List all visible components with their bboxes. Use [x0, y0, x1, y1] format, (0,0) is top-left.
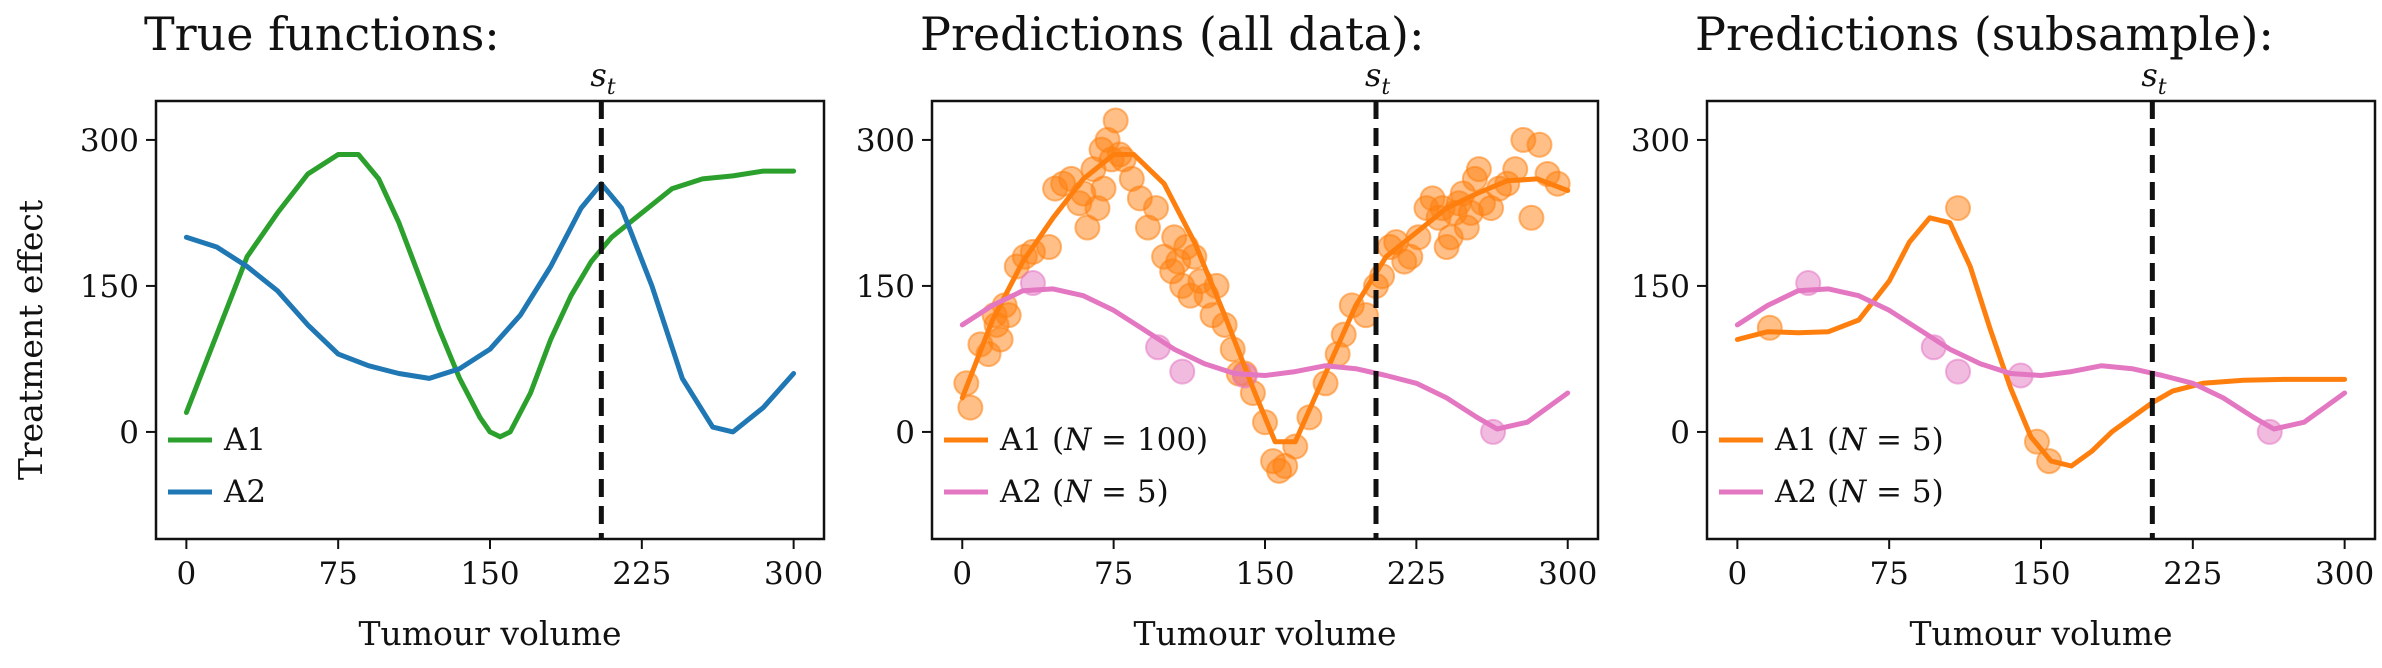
chart-title: Predictions (all data):	[920, 7, 1424, 61]
y-tick-label: 150	[1631, 269, 1690, 305]
x-tick-label: 300	[1538, 556, 1597, 592]
data-point	[1945, 358, 1972, 385]
y-tick-label: 0	[119, 415, 139, 451]
x-tick-label: 300	[2315, 556, 2374, 592]
point-group-2	[1795, 270, 2283, 445]
legend-entry: A2 (N = 5)	[999, 474, 1169, 510]
x-tick-label: 0	[1727, 556, 1747, 592]
chart-title: Predictions (subsample):	[1695, 7, 2274, 61]
y-tick-label: 0	[1670, 415, 1690, 451]
series-line-1	[959, 152, 1571, 445]
x-tick-label: 75	[1869, 556, 1908, 592]
y-tick-label: 300	[1631, 123, 1690, 159]
data-point	[1102, 107, 1129, 134]
legend-entry: A2 (N = 5)	[1774, 474, 1944, 510]
x-tick-label: 0	[176, 556, 196, 592]
legend-entry: A1	[223, 422, 266, 458]
x-tick-label: 225	[2163, 556, 2222, 592]
x-tick-label: 225	[1387, 556, 1446, 592]
legend-entry: A1 (N = 5)	[1774, 422, 1944, 458]
threshold-label: st	[2141, 56, 2166, 100]
chart-title: True functions:	[144, 7, 500, 61]
y-axis-label: Treatment effect	[11, 200, 50, 480]
y-tick-label: 150	[856, 269, 915, 305]
x-tick-label: 150	[460, 556, 519, 592]
data-point	[1090, 175, 1117, 202]
legend-entry: A2	[223, 474, 266, 510]
x-tick-label: 300	[764, 556, 823, 592]
data-point	[1756, 314, 1783, 341]
y-tick-label: 300	[856, 123, 915, 159]
x-tick-label: 75	[1094, 556, 1133, 592]
series-line-2	[959, 286, 1571, 432]
plot-area	[1734, 195, 2348, 475]
data-point	[1143, 195, 1170, 222]
data-point	[1945, 195, 1972, 222]
x-axis-label: Tumour volume	[1909, 614, 2172, 653]
threshold-label: st	[1365, 56, 1390, 100]
x-tick-label: 150	[2011, 556, 2070, 592]
data-point	[987, 326, 1014, 353]
data-point	[1518, 204, 1545, 231]
data-point	[1169, 358, 1196, 385]
y-tick-label: 150	[80, 269, 139, 305]
data-point	[957, 394, 984, 421]
x-tick-label: 150	[1235, 556, 1294, 592]
data-point	[1526, 131, 1553, 158]
series-line-2	[1734, 286, 2348, 432]
series-line-2	[183, 181, 797, 435]
legend-entry: A1 (N = 100)	[999, 422, 1208, 458]
x-tick-label: 75	[318, 556, 357, 592]
x-axis-label: Tumour volume	[1133, 614, 1396, 653]
plot-area	[183, 152, 797, 440]
series-line-1	[1734, 215, 2348, 469]
series-line-1	[183, 152, 797, 440]
panel-3: Predictions (subsample): 0 75 150 225 300 0 150…	[1631, 7, 2377, 653]
panel-2: Predictions (all data): 0 75 150 225 300 0 150 3…	[856, 7, 1600, 653]
plot-area	[953, 107, 1571, 484]
y-tick-label: 300	[80, 123, 139, 159]
panel-1: True functions: 0 75 150 225 300 0 150 300 Tumour…	[80, 7, 826, 653]
x-tick-label: 0	[952, 556, 972, 592]
x-axis-label: Tumour volume	[358, 614, 621, 653]
x-tick-label: 225	[612, 556, 671, 592]
threshold-label: st	[590, 56, 615, 100]
y-tick-label: 0	[895, 415, 915, 451]
data-point	[1465, 156, 1492, 183]
data-point	[1036, 234, 1063, 260]
